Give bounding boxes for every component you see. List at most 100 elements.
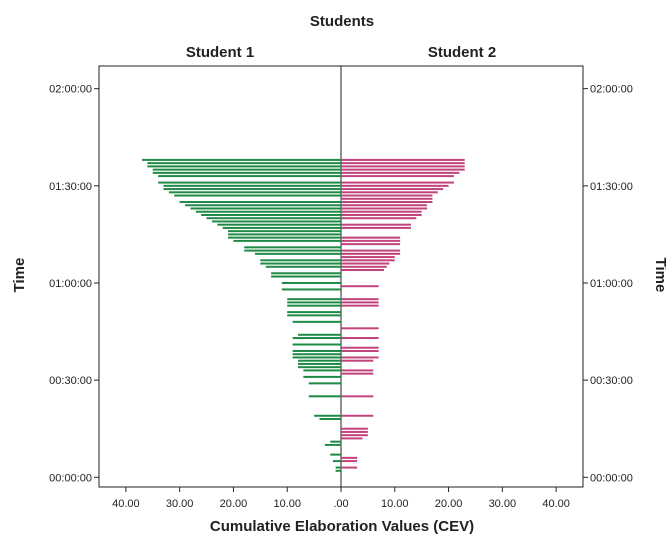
bar-student-1 bbox=[330, 440, 341, 443]
bar-student-1 bbox=[281, 281, 341, 284]
x-tick-label: 30.00 bbox=[166, 498, 194, 510]
x-tick-label: .00 bbox=[333, 498, 348, 510]
bar-student-1 bbox=[168, 191, 341, 194]
y-tick-label-left: 01:30:00 bbox=[49, 181, 92, 193]
bar-student-2 bbox=[341, 298, 379, 301]
bar-student-2 bbox=[341, 414, 374, 417]
bar-student-2 bbox=[341, 210, 422, 213]
bar-student-2 bbox=[341, 369, 374, 372]
y-tick-label-right: 02:00:00 bbox=[590, 84, 633, 96]
x-tick-label: 10.00 bbox=[273, 498, 301, 510]
bar-student-1 bbox=[158, 175, 341, 178]
bar-student-1 bbox=[163, 184, 341, 187]
bar-student-1 bbox=[217, 223, 341, 226]
bar-student-1 bbox=[222, 226, 341, 229]
bar-student-2 bbox=[341, 207, 428, 210]
bar-student-2 bbox=[341, 226, 411, 229]
y-tick-label-left: 00:00:00 bbox=[49, 472, 92, 484]
bar-student-1 bbox=[174, 194, 341, 197]
bar-student-1 bbox=[292, 343, 341, 346]
y-axis-title: Time bbox=[11, 258, 28, 293]
bar-student-1 bbox=[281, 288, 341, 291]
bar-student-2 bbox=[341, 162, 465, 165]
bar-student-2 bbox=[341, 460, 358, 463]
bar-student-1 bbox=[195, 210, 341, 213]
bar-student-1 bbox=[297, 359, 341, 362]
bar-student-1 bbox=[265, 265, 341, 268]
bar-student-2 bbox=[341, 223, 411, 226]
bar-student-2 bbox=[341, 175, 454, 178]
bar-student-1 bbox=[152, 171, 341, 174]
bar-student-2 bbox=[341, 269, 385, 272]
y-tick-label-left: 00:30:00 bbox=[49, 375, 92, 387]
bar-student-2 bbox=[341, 181, 454, 184]
plot-area: 40.00 30.00 20.00 10.00 .00 10.00 20.00 30.00 40… bbox=[49, 65, 633, 510]
y-tick-label-right: 01:00:00 bbox=[590, 278, 633, 290]
bar-student-1 bbox=[233, 239, 341, 242]
y-tick-label-right: 00:30:00 bbox=[590, 375, 633, 387]
bar-student-2 bbox=[341, 236, 401, 239]
bar-student-2 bbox=[341, 249, 401, 252]
bar-student-2 bbox=[341, 213, 422, 216]
bar-student-1 bbox=[287, 301, 341, 304]
bar-student-1 bbox=[147, 162, 341, 165]
bar-student-1 bbox=[244, 246, 341, 249]
bar-student-2 bbox=[341, 191, 438, 194]
bar-student-2 bbox=[341, 217, 417, 220]
y-tick-label-left: 01:00:00 bbox=[49, 278, 92, 290]
bar-student-1 bbox=[163, 188, 341, 191]
bar-student-1 bbox=[308, 395, 341, 398]
bar-student-1 bbox=[142, 158, 341, 161]
bar-student-1 bbox=[292, 337, 341, 340]
bar-student-1 bbox=[297, 366, 341, 369]
bar-student-1 bbox=[287, 314, 341, 317]
bar-student-1 bbox=[287, 298, 341, 301]
bar-student-1 bbox=[228, 230, 341, 233]
y-tick-label-right: 00:00:00 bbox=[590, 472, 633, 484]
bar-student-1 bbox=[303, 369, 341, 372]
bar-student-2 bbox=[341, 168, 465, 171]
bar-student-2 bbox=[341, 194, 433, 197]
bar-student-1 bbox=[332, 460, 341, 463]
x-tick-label: 40.00 bbox=[112, 498, 140, 510]
bar-student-2 bbox=[341, 437, 363, 440]
panel-label-student-1: Student 1 bbox=[186, 44, 254, 61]
bar-student-2 bbox=[341, 262, 390, 265]
bar-student-2 bbox=[341, 165, 465, 168]
bar-student-1 bbox=[206, 217, 341, 220]
bar-student-2 bbox=[341, 201, 433, 204]
bar-student-2 bbox=[341, 434, 368, 437]
bar-student-2 bbox=[341, 301, 379, 304]
bar-student-1 bbox=[297, 333, 341, 336]
bar-student-2 bbox=[341, 372, 374, 375]
chart-title: Students bbox=[310, 13, 374, 30]
bar-student-1 bbox=[297, 362, 341, 365]
panel-label-student-2: Student 2 bbox=[428, 44, 496, 61]
bar-student-1 bbox=[330, 453, 341, 456]
bar-student-1 bbox=[271, 275, 341, 278]
bar-student-1 bbox=[308, 382, 341, 385]
bar-student-1 bbox=[287, 311, 341, 314]
bar-student-2 bbox=[341, 265, 387, 268]
bar-student-1 bbox=[314, 414, 341, 417]
x-tick-label: 30.00 bbox=[489, 498, 517, 510]
bar-student-2 bbox=[341, 356, 379, 359]
x-tick-label: 20.00 bbox=[220, 498, 248, 510]
bar-student-2 bbox=[341, 359, 374, 362]
bar-student-1 bbox=[201, 213, 341, 216]
bar-student-1 bbox=[324, 443, 341, 446]
x-tick-label: 40.00 bbox=[542, 498, 570, 510]
bar-student-1 bbox=[335, 466, 341, 469]
bar-student-1 bbox=[292, 353, 341, 356]
bar-student-1 bbox=[244, 249, 341, 252]
bar-student-2 bbox=[341, 197, 433, 200]
bar-student-2 bbox=[341, 184, 449, 187]
bar-student-2 bbox=[341, 349, 379, 352]
bar-student-2 bbox=[341, 158, 465, 161]
y-tick-label-left: 02:00:00 bbox=[49, 84, 92, 96]
bar-student-1 bbox=[185, 204, 341, 207]
bar-student-1 bbox=[287, 304, 341, 307]
bar-student-2 bbox=[341, 304, 379, 307]
bar-student-1 bbox=[158, 181, 341, 184]
